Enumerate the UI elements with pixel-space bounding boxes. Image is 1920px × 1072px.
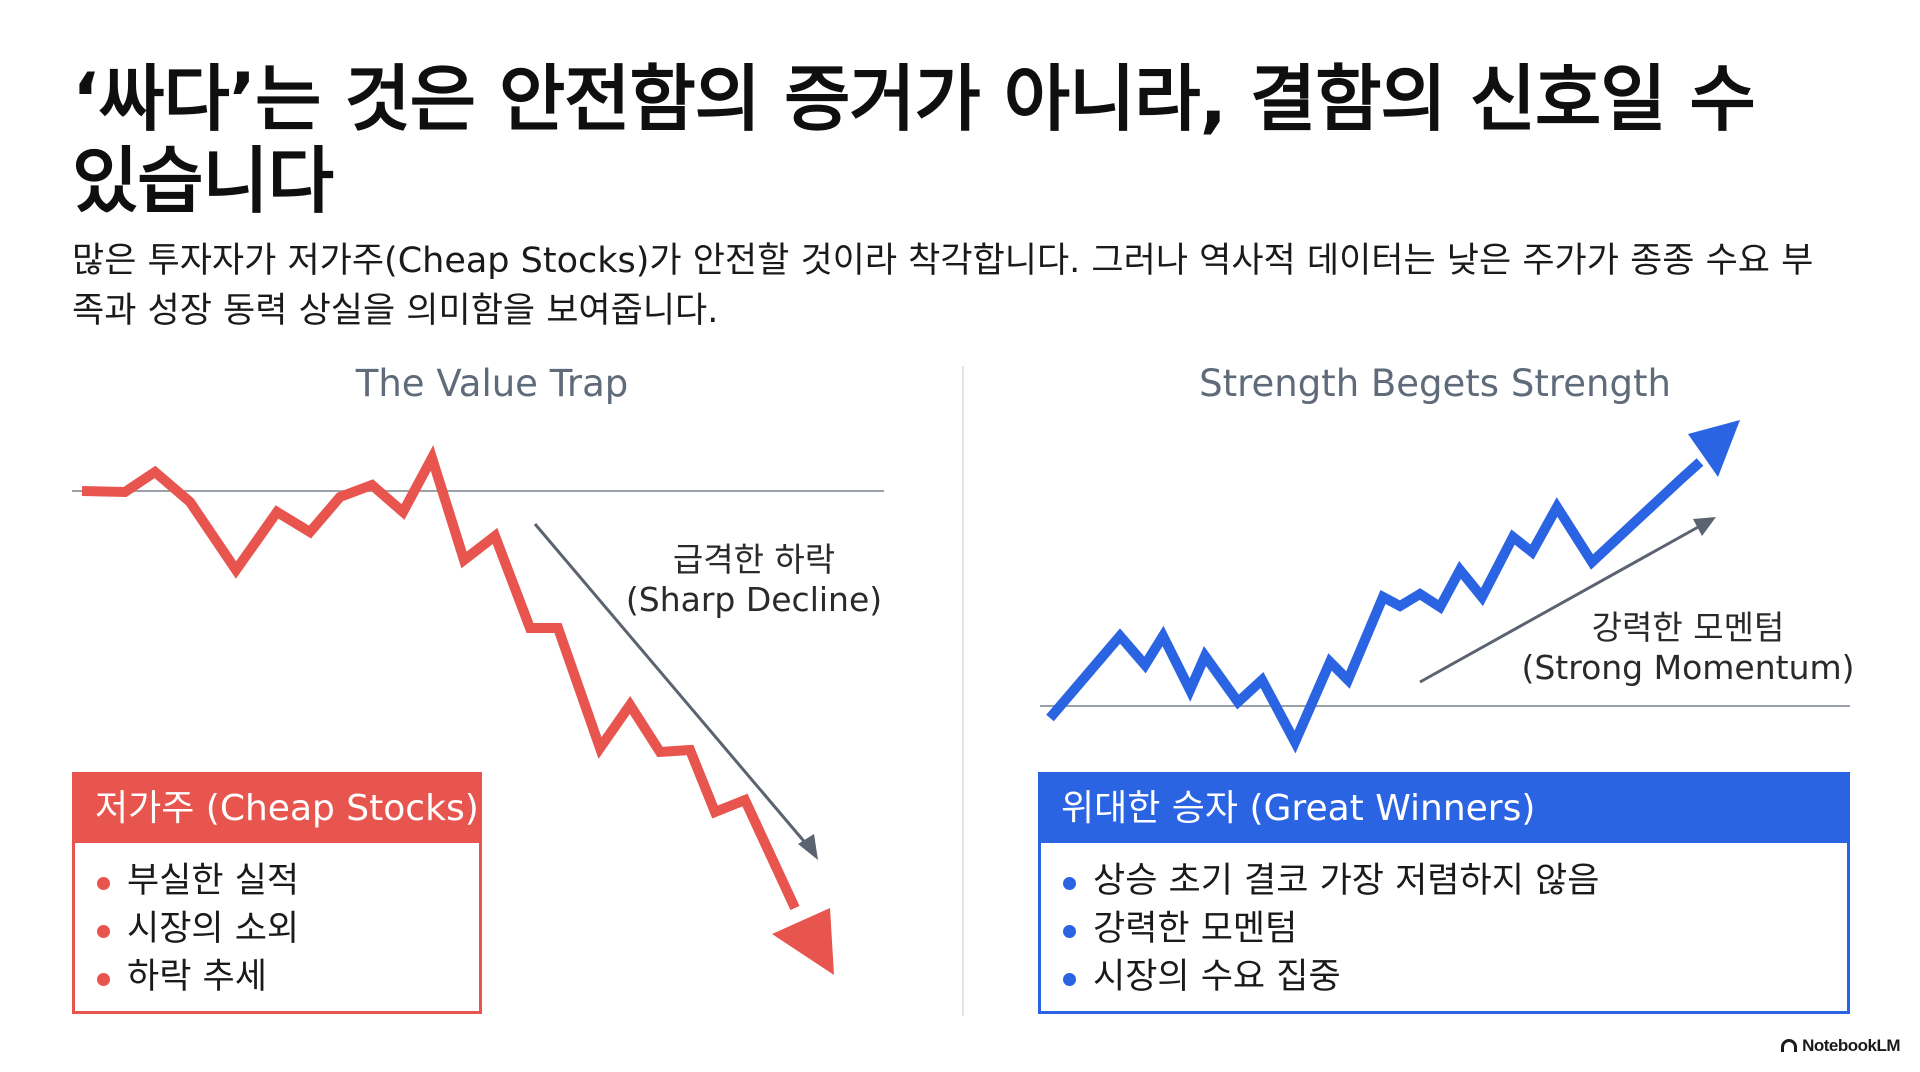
panel-divider [962, 366, 964, 1016]
value-trap-arrowhead [772, 908, 834, 975]
strength-title: Strength Begets Strength [1199, 362, 1671, 405]
decline-trend-arrow [533, 523, 810, 847]
momentum-trend-arrowhead [1693, 517, 1716, 536]
list-item: 시장의 소외 [97, 905, 479, 953]
list-item: 상승 초기 결코 가장 저렴하지 않음 [1063, 857, 1847, 905]
decline-annotation-english: (Sharp Decline) [625, 580, 883, 619]
bullet-text: 시장의 수요 집중 [1093, 957, 1341, 997]
momentum-annotation: 강력한 모멘텀 (Strong Momentum) [1520, 608, 1856, 688]
momentum-annotation-english: (Strong Momentum) [1521, 648, 1855, 687]
bullet-dot-icon [97, 925, 110, 938]
cheap-stocks-card-title: 저가주 (Cheap Stocks) [75, 775, 479, 843]
page-subtitle: 많은 투자자가 저가주(Cheap Stocks)가 안전할 것이라 착각합니다… [72, 241, 1814, 331]
brand-text: NotebookLM [1802, 1036, 1900, 1055]
great-winners-card: 위대한 승자 (Great Winners) 상승 초기 결코 가장 저렴하지 … [1038, 772, 1850, 1014]
bullet-dot-icon [1063, 877, 1076, 890]
bullet-text: 상승 초기 결코 가장 저렴하지 않음 [1093, 861, 1600, 901]
decline-trend-arrowhead [798, 834, 818, 860]
great-winners-card-title: 위대한 승자 (Great Winners) [1041, 775, 1847, 843]
list-item: 부실한 실적 [97, 857, 479, 905]
decline-annotation-korean: 급격한 하락 [672, 540, 836, 579]
bullet-text: 하락 추세 [127, 957, 267, 997]
strength-arrowhead [1688, 420, 1740, 477]
strength-price-line [1046, 458, 1704, 754]
notebooklm-logo-icon [1781, 1039, 1798, 1052]
bullet-dot-icon [97, 877, 110, 890]
list-item: 하락 추세 [97, 953, 479, 1001]
bullet-text: 시장의 소외 [127, 909, 300, 949]
bullet-dot-icon [1063, 925, 1076, 938]
value-trap-price-line [81, 445, 800, 911]
notebooklm-brand: NotebookLM [1781, 1036, 1900, 1056]
bullet-text: 부실한 실적 [127, 861, 300, 901]
momentum-annotation-korean: 강력한 모멘텀 [1591, 608, 1785, 647]
bullet-dot-icon [1063, 973, 1076, 986]
list-item: 강력한 모멘텀 [1063, 905, 1847, 953]
momentum-trend-arrow [1419, 524, 1701, 684]
great-winners-bullet-list: 상승 초기 결코 가장 저렴하지 않음 강력한 모멘텀 시장의 수요 집중 [1041, 843, 1847, 1001]
decline-annotation: 급격한 하락 (Sharp Decline) [614, 540, 894, 620]
value-trap-title: The Value Trap [355, 362, 629, 405]
cheap-stocks-bullet-list: 부실한 실적 시장의 소외 하락 추세 [75, 843, 479, 1001]
page-title: ‘싸다’는 것은 안전함의 증거가 아니라, 결함의 신호일 수 있습니다 [72, 57, 1756, 223]
bullet-dot-icon [97, 973, 110, 986]
bullet-text: 강력한 모멘텀 [1093, 909, 1298, 949]
list-item: 시장의 수요 집중 [1063, 953, 1847, 1001]
cheap-stocks-card: 저가주 (Cheap Stocks) 부실한 실적 시장의 소외 하락 추세 [72, 772, 482, 1014]
